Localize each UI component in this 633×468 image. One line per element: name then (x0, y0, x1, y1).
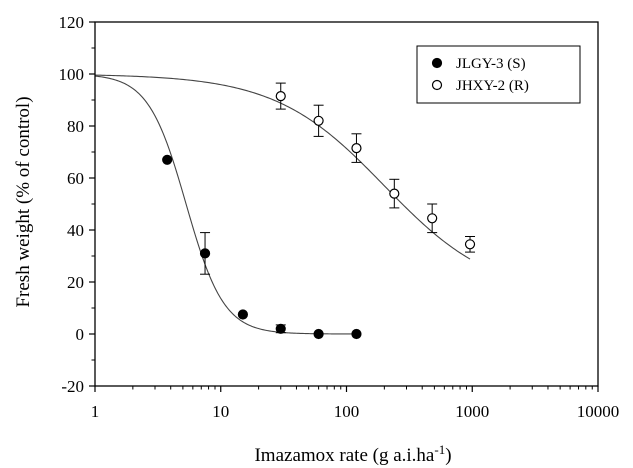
x-tick-label-1: 1 (91, 402, 100, 421)
x-tick-label-10000: 10000 (577, 402, 620, 421)
error-bars (200, 82, 476, 334)
y-tick-label-60: 60 (67, 169, 84, 188)
legend-label-jhxy2: JHXY-2 (R) (456, 78, 529, 94)
x-axis-title-tail: ) (445, 445, 451, 466)
data-point-series-0 (351, 328, 362, 340)
data-point-series-1 (275, 90, 286, 102)
y-tick-label-20: 20 (67, 273, 84, 292)
data-points (162, 90, 476, 340)
y-tick-label-0: 0 (76, 325, 85, 344)
legend: JLGY-3 (S) JHXY-2 (R) (416, 45, 581, 104)
y-tick-label-40: 40 (67, 221, 84, 240)
fit-curves (94, 74, 471, 335)
data-point-series-0 (199, 248, 211, 259)
x-axis-title: Imazamox rate (g a.i.ha-1) (254, 442, 451, 466)
legend-marker-jlgy3 (431, 57, 443, 69)
data-point-series-0 (237, 309, 248, 320)
legend-box (416, 45, 581, 104)
x-axis-title-superscript: -1 (434, 442, 445, 457)
x-tick-label-1000: 1000 (455, 402, 489, 421)
x-tick-label-100: 100 (334, 402, 360, 421)
data-point-series-0 (275, 323, 286, 334)
y-tick-label-120: 120 (59, 13, 85, 32)
fit-curve-series-0 (94, 75, 357, 335)
fit-curve-series-1 (94, 74, 471, 260)
legend-label-jlgy3: JLGY-3 (S) (456, 56, 526, 72)
y-tick-label--20: -20 (61, 377, 84, 396)
x-tick-label-10: 10 (212, 402, 229, 421)
x-axis-title-main: Imazamox rate (g a.i.ha (254, 445, 434, 466)
data-point-series-0 (162, 154, 173, 165)
legend-marker-jhxy2 (431, 79, 443, 91)
data-point-series-0 (313, 328, 324, 340)
y-tick-label-100: 100 (59, 65, 85, 84)
data-point-series-1 (389, 188, 400, 199)
y-axis-ticks: -20 0 20 40 60 80 100 120 (59, 13, 95, 396)
x-axis-ticks: 1 10 100 1000 10000 (91, 386, 620, 421)
y-axis-title: Fresh weight (% of control) (13, 96, 34, 307)
y-tick-label-80: 80 (67, 117, 84, 136)
data-point-series-1 (427, 213, 438, 224)
data-point-series-1 (313, 115, 324, 126)
data-point-series-1 (464, 239, 476, 250)
data-point-series-1 (351, 143, 362, 154)
